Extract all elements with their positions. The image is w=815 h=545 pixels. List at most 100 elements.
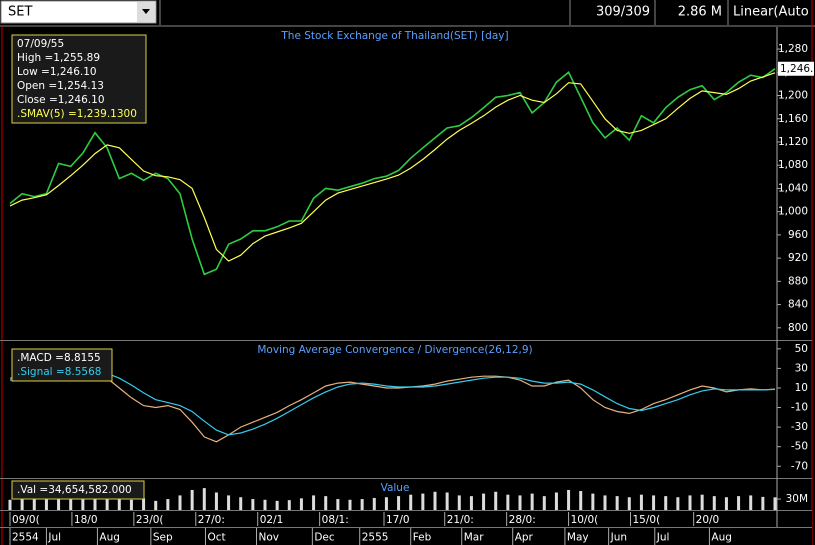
- volume-bar: [749, 495, 753, 510]
- info-text: Open =1,254.13: [17, 80, 104, 92]
- y-tick-label: 50: [795, 343, 808, 355]
- series-line: [9, 367, 776, 443]
- x-tick-label: Jul: [656, 532, 670, 544]
- y-tick-label: 30M: [786, 493, 808, 505]
- volume-bar: [105, 497, 109, 510]
- volume-bar: [178, 495, 182, 510]
- volume-bar: [591, 493, 595, 510]
- y-tick-label: 840: [788, 299, 808, 311]
- x-tick-label: Mar: [464, 532, 484, 544]
- volume-bar: [712, 496, 716, 510]
- panel-title: Moving Average Convergence / Divergence(…: [257, 344, 532, 356]
- y-tick-label: 1,120: [778, 136, 808, 148]
- volume-bar: [397, 496, 401, 510]
- info-text: High =1,255.89: [17, 52, 100, 64]
- volume-bar: [44, 495, 48, 510]
- symbol-dropdown[interactable]: [0, 0, 157, 24]
- volume-bar: [166, 499, 170, 510]
- volume-bar: [603, 495, 607, 510]
- series-line: [9, 370, 776, 436]
- x-tick-label: Feb: [413, 532, 432, 544]
- volume-bar: [154, 500, 158, 510]
- series-line: [9, 68, 776, 276]
- x-tick-label: 15/0(: [633, 514, 661, 526]
- dropdown-arrow: [142, 9, 150, 14]
- x-tick-label: 08/1:: [322, 514, 349, 526]
- x-tick-label: 09/0(: [12, 514, 40, 526]
- volume-bar: [117, 499, 121, 510]
- volume-bar: [336, 499, 340, 510]
- volume-bar: [20, 497, 24, 510]
- x-tick-label: Apr: [515, 532, 534, 544]
- volume-bar: [360, 499, 364, 510]
- volume-bar: [737, 496, 741, 510]
- volume-bar: [312, 495, 316, 510]
- x-tick-label: Aug: [99, 532, 120, 544]
- info-text: Close =1,246.10: [17, 94, 105, 106]
- volume-bar: [142, 498, 146, 510]
- volume-bar: [287, 500, 291, 510]
- volume-bar: [372, 497, 376, 510]
- volume-bar: [81, 494, 85, 510]
- x-tick-label: Aug: [711, 532, 732, 544]
- info-text: .Signal =8.5568: [17, 366, 101, 378]
- volume-bar: [494, 491, 498, 510]
- volume-bar: [579, 491, 583, 510]
- volume-bar: [239, 497, 243, 510]
- volume-bar: [482, 493, 486, 510]
- y-tick-label: 30: [795, 362, 808, 374]
- volume-bar: [433, 491, 437, 510]
- price-tag-label: 1,246.1: [780, 63, 815, 75]
- volume-bar: [8, 499, 12, 510]
- x-tick-label: 2555: [362, 532, 389, 544]
- volume-bar: [202, 488, 206, 510]
- volume-bar: [421, 493, 425, 510]
- info-box: [11, 480, 145, 500]
- x-tick-label: May: [567, 532, 589, 544]
- volume-bar: [664, 496, 668, 510]
- x-tick-label: Jul: [47, 532, 61, 544]
- volume-bar: [700, 494, 704, 510]
- volume-bar: [445, 492, 449, 510]
- y-tick-label: 1,160: [778, 113, 808, 125]
- panel-title: Value: [381, 482, 410, 494]
- volume-bar: [57, 493, 61, 510]
- volume-bar: [457, 495, 461, 510]
- scale-mode[interactable]: Linear(Auto: [733, 5, 809, 20]
- volume-bar: [652, 495, 656, 510]
- volume-bar: [190, 489, 194, 510]
- volume-bar: [615, 496, 619, 510]
- series-line: [9, 72, 776, 262]
- volume-bar: [299, 498, 303, 510]
- volume-bar: [518, 495, 522, 510]
- y-tick-label: 800: [788, 322, 808, 334]
- volume-bar: [773, 497, 777, 510]
- y-tick-label: -50: [791, 441, 808, 453]
- y-tick-label: 1,080: [778, 159, 808, 171]
- volume-bar: [688, 495, 692, 510]
- info-text: .Val =34,654,582.000: [17, 484, 132, 496]
- info-text: .SMAV(5) =1,239.1300: [17, 108, 137, 120]
- x-tick-label: 21/0:: [447, 514, 474, 526]
- volume-bar: [227, 495, 231, 510]
- volume-bar: [554, 492, 558, 510]
- volume-bar: [639, 494, 643, 510]
- volume-bar: [409, 494, 413, 510]
- x-tick-label: 27/0:: [198, 514, 225, 526]
- x-tick-label: 28/0:: [509, 514, 536, 526]
- x-tick-label: Sep: [153, 532, 173, 544]
- y-tick-label: 920: [788, 252, 808, 264]
- volume-bar: [275, 500, 279, 510]
- volume-bar: [324, 496, 328, 510]
- volume-bar: [542, 496, 546, 510]
- symbol: SET: [8, 5, 32, 20]
- record-count: 309/309: [596, 5, 650, 20]
- y-tick-label: 1,280: [778, 43, 808, 55]
- volume-bar: [469, 496, 473, 510]
- x-tick-label: Dec: [314, 532, 335, 544]
- x-tick-label: 17/0: [386, 514, 410, 526]
- price-tag: [778, 61, 814, 76]
- info-box: [11, 34, 147, 124]
- x-tick-label: 10/0(: [571, 514, 599, 526]
